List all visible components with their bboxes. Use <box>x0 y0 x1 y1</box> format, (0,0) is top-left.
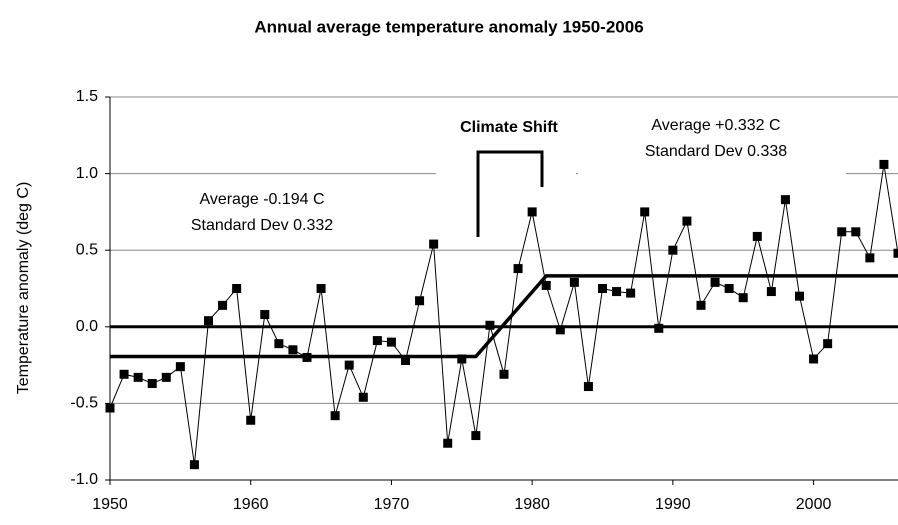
marker <box>105 403 115 413</box>
y-tick-label: -1.0 <box>70 471 98 488</box>
x-tick-label: 1960 <box>233 496 269 513</box>
marker <box>147 378 157 388</box>
marker <box>485 320 495 330</box>
marker <box>260 310 270 320</box>
marker <box>204 316 213 326</box>
marker <box>316 284 326 293</box>
marker <box>218 300 228 310</box>
marker <box>457 354 467 364</box>
marker <box>330 411 340 421</box>
y-tick-label: -0.5 <box>70 395 98 412</box>
marker <box>527 207 537 217</box>
y-tick-label: 1.5 <box>76 88 98 105</box>
marker <box>443 438 453 448</box>
annotation: Average +0.332 C <box>651 117 780 134</box>
grid: 1.5 1.0 0.5 0.0 -0.5 -1.0 1950 1960 1970 1980 1990… <box>70 88 898 513</box>
marker <box>274 339 284 349</box>
marker <box>640 207 650 217</box>
marker <box>246 415 256 425</box>
marker <box>626 288 636 298</box>
marker <box>401 356 410 366</box>
y-tick-label: 0.0 <box>76 318 98 335</box>
marker <box>752 231 762 241</box>
marker <box>471 431 481 441</box>
x-tick-label: 2000 <box>796 496 832 513</box>
marker <box>344 360 354 370</box>
marker <box>809 354 819 364</box>
marker <box>710 277 720 287</box>
marker <box>302 352 312 362</box>
marker <box>429 239 439 249</box>
y-axis-label: Temperature anomaly (deg C) <box>15 182 32 395</box>
annotation-box <box>158 180 363 242</box>
x-tick-label: 1980 <box>514 496 550 513</box>
marker <box>541 280 551 290</box>
marker <box>358 392 368 402</box>
marker <box>682 216 692 226</box>
plot <box>105 159 898 470</box>
marker <box>288 345 298 355</box>
marker <box>879 159 889 169</box>
marker <box>865 253 875 263</box>
marker <box>696 300 706 310</box>
marker <box>851 227 861 237</box>
annotation: Standard Dev 0.338 <box>645 143 787 160</box>
annotation: Climate Shift <box>460 119 558 136</box>
marker <box>654 323 664 333</box>
marker <box>598 284 607 293</box>
marker <box>386 337 396 347</box>
marker <box>668 245 678 255</box>
marker <box>837 227 847 237</box>
x-tick-label: 1970 <box>374 496 410 513</box>
chart-title: Annual average temperature anomaly 1950-… <box>254 17 643 36</box>
marker <box>161 372 171 382</box>
y-tick-label: 0.5 <box>76 241 98 258</box>
marker <box>766 287 776 297</box>
marker <box>780 195 790 205</box>
marker <box>823 339 833 349</box>
marker <box>499 369 509 379</box>
marker <box>795 291 804 301</box>
marker <box>372 336 382 346</box>
marker <box>133 372 143 382</box>
marker <box>513 264 523 274</box>
marker <box>583 382 593 392</box>
marker <box>569 277 579 287</box>
marker <box>232 284 242 293</box>
marker <box>612 287 622 297</box>
annotation: Standard Dev 0.332 <box>191 217 333 234</box>
marker <box>738 293 748 303</box>
y-tick-label: 1.0 <box>76 165 98 182</box>
marker <box>119 369 129 379</box>
annotation: Average -0.194 C <box>199 191 324 208</box>
marker <box>415 296 425 306</box>
marker <box>189 460 199 470</box>
trend-line <box>110 274 898 359</box>
marker <box>555 325 565 335</box>
marker <box>175 362 185 372</box>
marker <box>724 284 734 293</box>
marker <box>893 248 898 258</box>
shift-bracket <box>476 150 544 237</box>
annotation-box <box>578 108 846 178</box>
x-tick-label: 1950 <box>92 496 128 513</box>
x-tick-label: 1990 <box>655 496 691 513</box>
